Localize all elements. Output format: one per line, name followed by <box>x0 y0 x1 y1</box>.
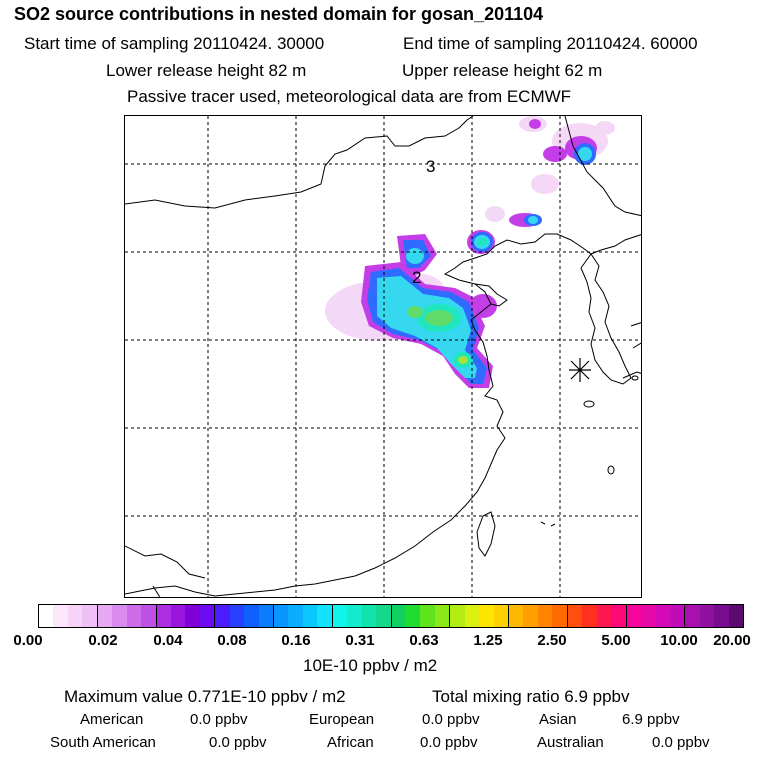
colorbar-swatch <box>626 605 641 627</box>
colorbar-swatch <box>39 605 54 627</box>
grid-label-2: 2 <box>412 268 421 287</box>
colorbar-swatch <box>274 605 289 627</box>
colorbar-swatch <box>141 605 157 627</box>
colorbar-swatch <box>82 605 98 627</box>
colorbar-tick-label: 1.25 <box>473 632 503 649</box>
colorbar-swatch <box>464 605 480 627</box>
colorbar-swatch <box>567 605 583 627</box>
map-canvas: 3 2 <box>125 116 641 597</box>
colorbar-swatch <box>655 605 670 627</box>
lat-lon-grid <box>125 116 641 597</box>
colorbar-tick-label: 0.08 <box>217 632 247 649</box>
colorbar-swatch <box>288 605 303 627</box>
colorbar-swatch <box>53 605 68 627</box>
colorbar-swatch <box>699 605 715 627</box>
colorbar-tick-label: 0.04 <box>153 632 183 649</box>
lower-release-height-text: Lower release height 82 m <box>106 61 307 80</box>
colorbar-swatch <box>185 605 200 627</box>
colorbar-swatch <box>405 605 421 627</box>
colorbar-swatch <box>302 605 318 627</box>
colorbar-tick-label: 0.00 <box>13 632 43 649</box>
colorbar-swatch <box>258 605 274 627</box>
map-panel: 3 2 <box>124 115 642 598</box>
max-value-text: Maximum value 0.771E-10 ppbv / m2 <box>64 687 346 706</box>
colorbar-swatch <box>582 605 597 627</box>
colorbar-swatch <box>450 605 465 627</box>
end-time-text: End time of sampling 20110424. 60000 <box>403 34 698 53</box>
region-african-value: 0.0 ppbv <box>420 734 478 751</box>
region-south-american-value: 0.0 ppbv <box>209 734 267 751</box>
colorbar-swatch <box>229 605 245 627</box>
receptor-site-marker <box>569 358 591 382</box>
colorbar-swatch <box>347 605 362 627</box>
region-south-american-label: South American <box>50 734 156 751</box>
colorbar-swatch <box>112 605 127 627</box>
colorbar-swatch <box>509 605 524 627</box>
colorbar-tick-label: 20.00 <box>713 632 751 649</box>
total-mixing-ratio-text: Total mixing ratio 6.9 ppbv <box>432 687 630 706</box>
colorbar-swatch <box>714 605 729 627</box>
region-european-label: European <box>309 711 375 728</box>
colorbar-tick-label: 0.63 <box>409 632 439 649</box>
colorbar-tick-label: 0.31 <box>345 632 375 649</box>
colorbar-swatch <box>596 605 612 627</box>
region-asian-label: Asian <box>539 711 577 728</box>
colorbar-unit: 10E-10 ppbv / m2 <box>303 656 438 675</box>
region-asian-value: 6.9 ppbv <box>622 711 680 728</box>
colorbar-swatch <box>332 605 348 627</box>
colorbar-swatch <box>640 605 656 627</box>
colorbar-swatch <box>669 605 686 627</box>
colorbar-tick-label: 5.00 <box>601 632 631 649</box>
upper-release-height-text: Upper release height 62 m <box>402 61 603 80</box>
colorbar-swatch <box>552 605 568 627</box>
colorbar-swatch <box>391 605 406 627</box>
colorbar-swatch <box>728 605 743 627</box>
region-australian-value: 0.0 ppbv <box>652 734 710 751</box>
colorbar-swatch <box>434 605 451 627</box>
colorbar-tick-label: 10.00 <box>660 632 698 649</box>
region-european-value: 0.0 ppbv <box>422 711 480 728</box>
colorbar-swatch <box>156 605 171 627</box>
colorbar-swatch <box>523 605 538 627</box>
colorbar-swatch <box>420 605 435 627</box>
colorbar-swatch <box>493 605 509 627</box>
colorbar-swatch <box>126 605 142 627</box>
colorbar-swatch <box>317 605 333 627</box>
start-time-text: Start time of sampling 20110424. 30000 <box>24 34 325 53</box>
colorbar-swatch <box>67 605 83 627</box>
region-australian-label: Australian <box>537 734 604 751</box>
colorbar-swatch <box>361 605 377 627</box>
plume-magenta <box>361 119 597 388</box>
colorbar-swatch <box>244 605 259 627</box>
colorbar-swatch <box>479 605 494 627</box>
colorbar <box>38 604 744 628</box>
plot-title: SO2 source contributions in nested domai… <box>14 4 544 24</box>
colorbar-swatch <box>376 605 392 627</box>
colorbar-swatch <box>215 605 230 627</box>
colorbar-tick-label: 0.02 <box>88 632 118 649</box>
region-african-label: African <box>327 734 374 751</box>
region-american-label: American <box>80 711 144 728</box>
colorbar-tick-label: 2.50 <box>537 632 567 649</box>
grid-label-3: 3 <box>426 157 435 176</box>
coastlines <box>125 116 641 597</box>
tracer-note-text: Passive tracer used, meteorological data… <box>127 87 572 106</box>
colorbar-swatch <box>685 605 700 627</box>
colorbar-swatch <box>537 605 553 627</box>
colorbar-swatch <box>97 605 113 627</box>
colorbar-swatch <box>170 605 186 627</box>
colorbar-swatch <box>611 605 627 627</box>
colorbar-tick-label: 0.16 <box>281 632 311 649</box>
region-american-value: 0.0 ppbv <box>190 711 248 728</box>
colorbar-swatch <box>199 605 216 627</box>
plume-green <box>407 238 487 368</box>
